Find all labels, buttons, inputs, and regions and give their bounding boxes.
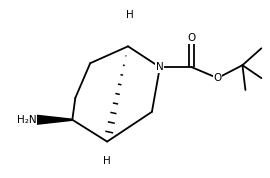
Text: O: O	[188, 33, 196, 43]
Text: H: H	[103, 156, 111, 166]
Text: H₂N: H₂N	[17, 115, 36, 125]
Text: O: O	[214, 73, 222, 83]
Text: H: H	[126, 10, 134, 20]
Polygon shape	[36, 115, 72, 124]
Text: N: N	[156, 62, 164, 72]
